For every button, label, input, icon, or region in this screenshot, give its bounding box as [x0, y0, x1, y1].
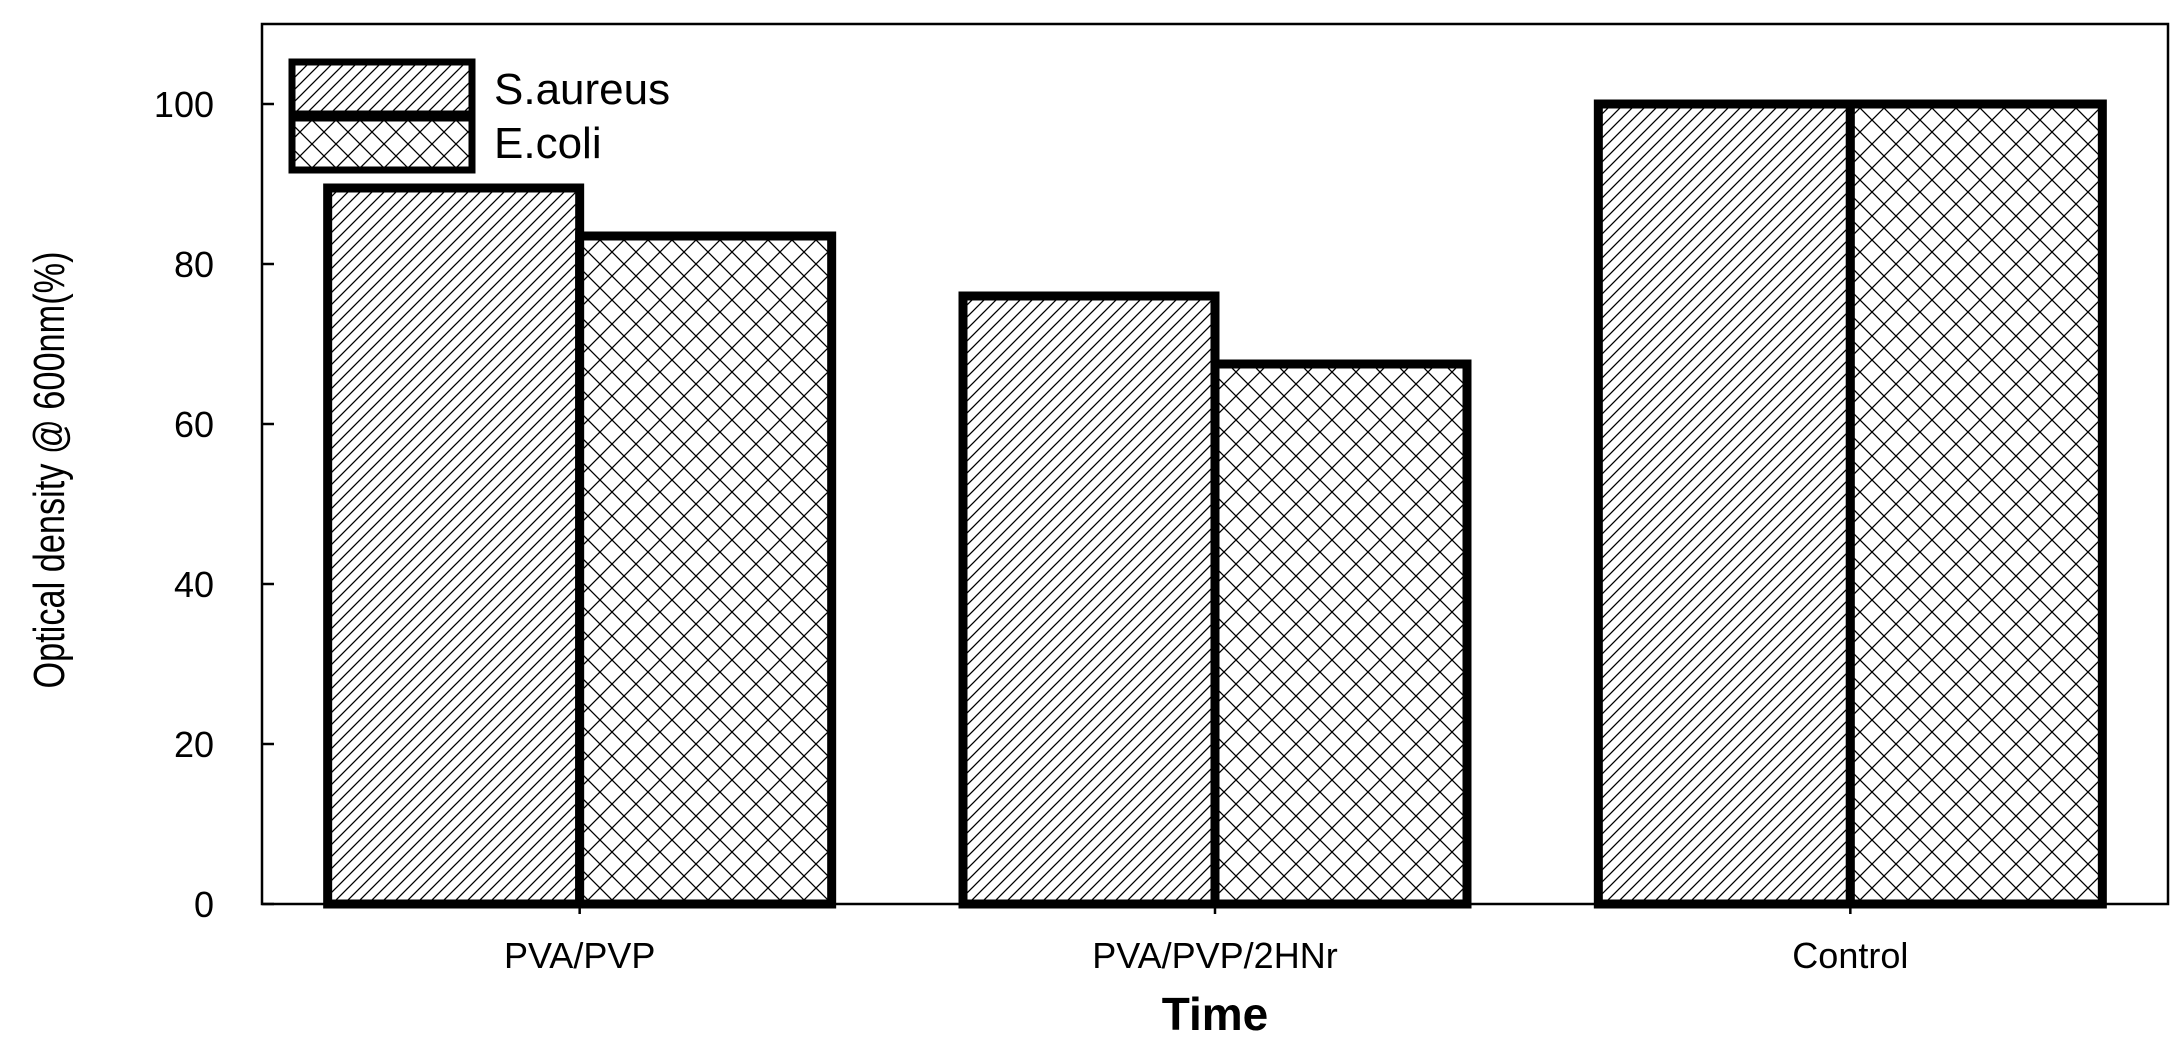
- y-tick-label: 80: [174, 244, 214, 285]
- y-axis-title: Optical density @ 600nm(%): [25, 251, 74, 688]
- x-tick-label: PVA/PVP: [504, 935, 655, 976]
- y-tick-label: 0: [194, 884, 214, 925]
- bar-s-aureus-2: [1593, 99, 1855, 909]
- bar-e-coli-1: [1210, 359, 1472, 909]
- bars-group: [323, 99, 2107, 909]
- y-tick-label: 60: [174, 404, 214, 445]
- bar-s-aureus-1: [958, 291, 1220, 909]
- legend-label-s-aureus: S.aureus: [494, 65, 670, 114]
- legend: S.aureus E.coli: [288, 58, 670, 174]
- legend-swatch-e-coli: [288, 114, 476, 174]
- y-axis-ticks: 0 20 40 60 80 100: [154, 84, 274, 925]
- x-axis-ticks: PVA/PVP PVA/PVP/2HNr Control: [504, 904, 1908, 976]
- x-tick-label: Control: [1792, 935, 1908, 976]
- bar-e-coli-0: [575, 231, 837, 909]
- y-tick-label: 20: [174, 724, 214, 765]
- legend-swatch-s-aureus: [288, 58, 476, 118]
- x-tick-label: PVA/PVP/2HNr: [1092, 935, 1337, 976]
- legend-label-e-coli: E.coli: [494, 119, 602, 168]
- y-tick-label: 100: [154, 84, 214, 125]
- bar-s-aureus-0: [323, 183, 585, 909]
- y-tick-label: 40: [174, 564, 214, 605]
- bar-e-coli-2: [1845, 99, 2107, 909]
- x-axis-title: Time: [1162, 988, 1269, 1040]
